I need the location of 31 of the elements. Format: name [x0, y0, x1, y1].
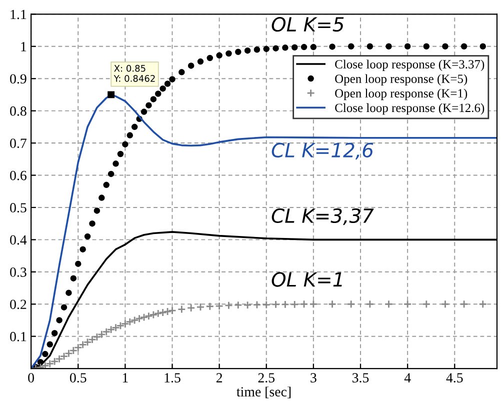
y-tick-label: 0.1 [10, 332, 26, 342]
x-tick-label: 1 [122, 373, 128, 382]
legend-label: Open loop response (K=1) [335, 88, 468, 100]
legend-label: Close loop response (K=12.6) [335, 103, 484, 115]
x-tick-label: 0 [28, 373, 34, 382]
annotation: X: 0.85 Y: 0.8462 [114, 64, 155, 82]
annotation: CL K=3,37 [272, 208, 374, 226]
annotation: CL K=12,6 [272, 142, 374, 160]
y-tick-label: 0.6 [10, 170, 26, 180]
x-tick-label: 3 [310, 373, 316, 382]
y-tick-label: 0.5 [10, 203, 26, 212]
legend-label: Close loop response (K=3.37) [335, 60, 484, 72]
y-tick-label: 0.7 [10, 138, 26, 148]
y-tick-label: 0.2 [10, 300, 26, 310]
y-tick-label: 0.8 [10, 106, 26, 116]
x-tick-label: 2.5 [258, 373, 275, 383]
y-tick-label: 1 [21, 42, 26, 52]
x-tick-label: 3.5 [352, 373, 369, 383]
annotation: OL K=5 [272, 16, 344, 32]
y-tick-label: 0.9 [10, 74, 26, 84]
x-tick-label: 4.5 [446, 373, 463, 383]
y-tick-label: 0.4 [10, 235, 27, 245]
x-tick-label: 1.5 [164, 373, 180, 383]
x-tick-label: 2 [216, 373, 222, 382]
y-tick-label: 0.3 [10, 267, 26, 277]
x-tick-label: 0.5 [70, 373, 86, 383]
x-tick-label: 4 [404, 373, 411, 382]
legend-label: Open loop response (K=5) [335, 74, 468, 86]
annotation: OL K=1 [272, 272, 342, 287]
x-axis-title: time [sec] [236, 386, 291, 398]
y-tick-label: 1.1 [10, 10, 26, 20]
